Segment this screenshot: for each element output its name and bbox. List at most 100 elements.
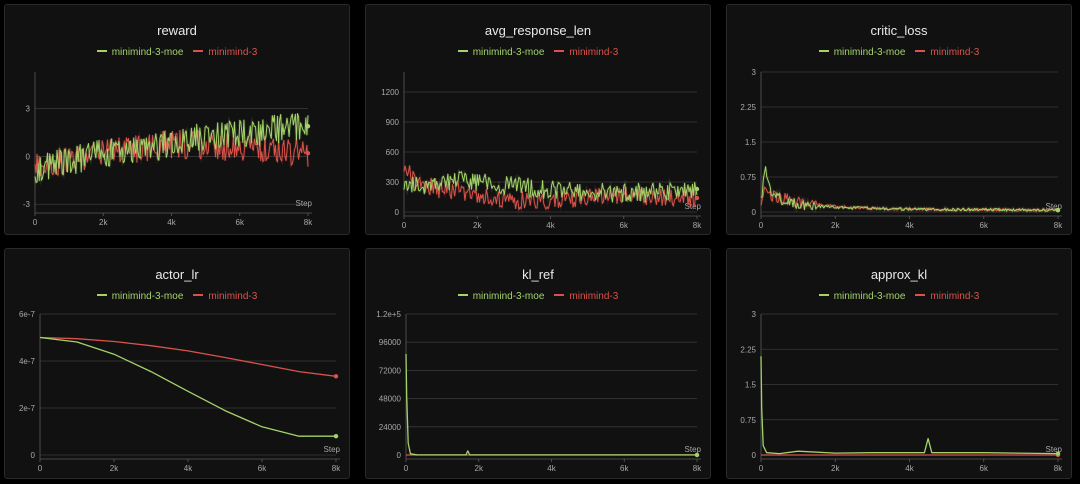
legend-item-moe[interactable]: minimind-3-moe [96, 47, 183, 58]
series-line-moe[interactable] [760, 356, 1059, 455]
legend-swatch [554, 50, 565, 53]
y-tick-label: 2.25 [740, 103, 756, 112]
x-tick-label: 2k [110, 464, 119, 473]
legend-swatch [193, 294, 204, 297]
y-tick-label: 3 [26, 105, 31, 114]
plot-area[interactable]: 0 24000 48000 72000 96000 1.2e+5 0 2k 4k 6k 8k Step [366, 249, 711, 479]
y-tick-label: 300 [386, 178, 400, 187]
series-line-base[interactable] [403, 165, 698, 211]
series-line-moe[interactable] [34, 113, 309, 183]
legend-label: minimind-3-moe [472, 47, 545, 58]
legend-item-base[interactable]: minimind-3 [554, 47, 618, 58]
series-end-marker[interactable] [694, 195, 700, 201]
x-tick-label: 4k [547, 464, 556, 473]
x-tick-label: 4k [905, 221, 914, 230]
x-axis-label: Step [685, 445, 702, 454]
y-tick-label: 1.5 [745, 381, 757, 390]
legend-item-moe[interactable]: minimind-3-moe [457, 47, 545, 58]
y-tick-label: 0 [395, 208, 400, 217]
x-tick-label: 6k [236, 218, 245, 227]
legend-swatch [193, 50, 204, 53]
chart-legend[interactable]: minimind-3-moe minimind-3 [5, 291, 349, 302]
x-tick-label: 8k [693, 464, 702, 473]
chart-title: critic_loss [870, 23, 928, 38]
series-end-marker[interactable] [1055, 451, 1061, 456]
legend-item-moe[interactable]: minimind-3-moe [818, 291, 905, 302]
x-tick-label: 0 [402, 221, 407, 230]
legend-label: minimind-3 [569, 291, 619, 302]
x-axis-label: Step [1046, 202, 1063, 211]
x-tick-label: 2k [473, 221, 482, 230]
series-end-marker[interactable] [305, 123, 311, 129]
legend-label: minimind-3-moe [833, 47, 906, 58]
chart-legend[interactable]: minimind-3-moe minimind-3 [366, 291, 710, 302]
x-tick-label: 2k [831, 464, 840, 473]
y-tick-label: 0 [31, 451, 36, 460]
legend-item-base[interactable]: minimind-3 [915, 291, 979, 302]
legend-swatch [96, 294, 107, 297]
series-end-marker[interactable] [333, 434, 339, 439]
series-end-marker[interactable] [694, 186, 700, 192]
x-axis-label: Step [296, 199, 313, 208]
legend-label: minimind-3 [208, 47, 258, 58]
x-axis-label: Step [324, 445, 341, 454]
x-tick-label: 8k [693, 221, 702, 230]
plot-area[interactable]: 0 0.75 1.5 2.25 3 0 2k 4k 6k 8k Step [727, 249, 1072, 479]
legend-item-moe[interactable]: minimind-3-moe [818, 47, 906, 58]
chart-legend[interactable]: minimind-3-moe minimind-3 [366, 47, 710, 58]
series-end-marker[interactable] [305, 151, 311, 156]
legend-item-moe[interactable]: minimind-3-moe [96, 291, 184, 302]
y-tick-label: 72000 [379, 366, 402, 375]
y-tick-label: 0 [752, 451, 757, 460]
y-tick-label: 900 [386, 118, 400, 127]
series-end-marker[interactable] [694, 452, 700, 458]
plot-area[interactable]: 0 0.75 1.5 2.25 3 0 2k 4k 6k 8k Step [727, 5, 1072, 235]
y-tick-label: 1.2e+5 [376, 310, 401, 319]
legend-item-base[interactable]: minimind-3 [193, 291, 257, 302]
y-tick-label: 6e-7 [19, 310, 36, 319]
series-end-marker[interactable] [1055, 207, 1061, 213]
legend-swatch [554, 294, 565, 297]
y-tick-label: 1.5 [745, 138, 757, 147]
x-tick-label: 0 [38, 464, 43, 473]
y-tick-label: 1200 [381, 88, 399, 97]
y-tick-label: 4e-7 [19, 357, 36, 366]
plot-area[interactable]: 0 300 600 900 1200 0 2k 4k 6k 8k Step [366, 5, 711, 235]
series-line-base[interactable] [39, 336, 337, 377]
chart-title: avg_response_len [484, 23, 592, 38]
plot-area[interactable]: 0 2e-7 4e-7 6e-7 0 2k 4k 6k 8k Step [5, 249, 350, 479]
chart-legend[interactable]: minimind-3-moe minimind-3 [727, 291, 1071, 302]
y-tick-label: 600 [386, 148, 400, 157]
x-axis-label: Step [685, 202, 702, 211]
x-tick-label: 2k [475, 464, 484, 473]
y-tick-label: 0 [397, 451, 402, 460]
y-tick-label: 0 [752, 208, 757, 217]
legend-item-base[interactable]: minimind-3 [554, 291, 618, 302]
legend-item-base[interactable]: minimind-3 [915, 47, 979, 58]
x-tick-label: 2k [831, 221, 840, 230]
chart-title: reward [157, 23, 197, 38]
series-end-marker[interactable] [333, 374, 339, 379]
y-tick-label: -3 [23, 200, 31, 209]
legend-label: minimind-3-moe [111, 291, 184, 302]
y-tick-label: 2.25 [740, 345, 756, 354]
series-line-moe[interactable] [760, 166, 1059, 212]
y-tick-label: 2e-7 [19, 404, 36, 413]
x-axis-label: Step [1046, 445, 1063, 454]
chart-panel-kl_ref: kl_ref minimind-3-moe minimind-3 0 24000 4800… [365, 248, 711, 479]
chart-legend[interactable]: minimind-3-moe minimind-3 [727, 47, 1071, 58]
series-line-moe[interactable] [403, 171, 698, 203]
series-line-moe[interactable] [405, 353, 697, 456]
x-tick-label: 8k [332, 464, 341, 473]
legend-swatch [915, 50, 926, 53]
legend-label: minimind-3 [569, 47, 619, 58]
x-tick-label: 6k [980, 221, 989, 230]
legend-item-base[interactable]: minimind-3 [193, 47, 257, 58]
legend-label: minimind-3 [930, 291, 980, 302]
chart-legend[interactable]: minimind-3-moe minimind-3 [5, 47, 349, 58]
legend-item-moe[interactable]: minimind-3-moe [457, 291, 544, 302]
legend-swatch [457, 50, 468, 53]
series-line-moe[interactable] [39, 336, 336, 437]
y-tick-label: 0.75 [740, 173, 756, 182]
